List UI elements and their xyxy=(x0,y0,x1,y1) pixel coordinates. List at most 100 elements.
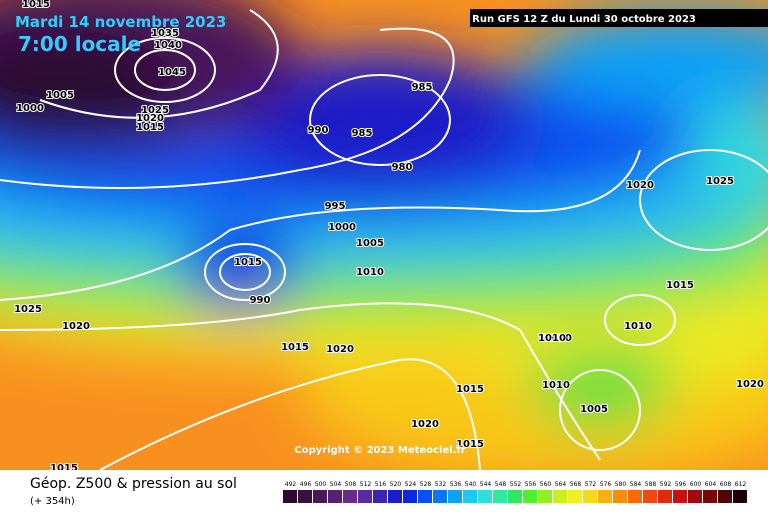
legend-label: 560 xyxy=(540,481,552,488)
legend-swatch xyxy=(298,490,312,503)
legend-swatch xyxy=(328,490,342,503)
legend-label: 508 xyxy=(345,481,357,488)
isobar-label: 990 xyxy=(250,295,271,306)
legend-label: 500 xyxy=(315,481,327,488)
isobar-label: 1010 xyxy=(356,267,384,278)
legend-swatch xyxy=(553,490,567,503)
legend-label: 544 xyxy=(480,481,492,488)
isobar-lines xyxy=(0,9,768,470)
legend-label: 588 xyxy=(645,481,657,488)
isobar-label: 1005 xyxy=(580,404,608,415)
legend-label: 556 xyxy=(525,481,537,488)
legend-label: 576 xyxy=(600,481,612,488)
legend-label: 584 xyxy=(630,481,642,488)
run-info: Run GFS 12 Z du Lundi 30 octobre 2023 xyxy=(472,14,696,25)
isobar-label: 1020 xyxy=(411,419,439,430)
legend-swatch xyxy=(583,490,597,503)
legend-label: 540 xyxy=(465,481,477,488)
legend-label: 548 xyxy=(495,481,507,488)
isobar-label: 1005 xyxy=(356,238,384,249)
legend-label: 528 xyxy=(420,481,432,488)
isobar-label: 1015 xyxy=(136,122,164,133)
legend-swatch xyxy=(343,490,357,503)
isobar-label: 995 xyxy=(325,201,346,212)
legend: 492 496 500 504 508 512 516 520 524 528 532 536 540 5… xyxy=(283,481,747,503)
legend-swatch xyxy=(688,490,702,503)
legend-swatch xyxy=(628,490,642,503)
run-banner xyxy=(470,9,768,27)
legend-swatch xyxy=(463,490,477,503)
legend-label: 592 xyxy=(660,481,672,488)
isobar-label: 1025 xyxy=(141,105,169,116)
legend-swatch xyxy=(538,490,552,503)
isobar-label: 990 xyxy=(308,125,329,136)
isobar-label: 1020 xyxy=(736,379,764,390)
isobar-label: 1015 xyxy=(666,280,694,291)
isobar-label: 1015 xyxy=(456,439,484,450)
isobar-label: 1015 xyxy=(234,257,262,268)
isobar-label: 1040 xyxy=(154,40,182,51)
legend-swatch xyxy=(358,490,372,503)
isobar-label: 1020 xyxy=(411,419,439,430)
legend-label: 524 xyxy=(405,481,417,488)
legend-label: 520 xyxy=(390,481,402,488)
isobar-label: 1015 xyxy=(22,0,50,10)
copyright: Copyright © 2023 Meteociel.fr xyxy=(294,445,465,456)
legend-label: 492 xyxy=(285,481,297,488)
isobar-label: 985 xyxy=(352,128,373,139)
isobar-label: 1020 xyxy=(626,180,654,191)
isobar-label: 1010 xyxy=(624,321,652,332)
isobar-label: 1005 xyxy=(46,90,74,101)
legend-swatch xyxy=(313,490,327,503)
isobar-label: 1020 xyxy=(326,344,354,355)
map-field: 1015103510401045100010051025102010159859… xyxy=(0,0,768,474)
isobar-label: 1045 xyxy=(158,67,186,78)
legend-label: 580 xyxy=(615,481,627,488)
legend-swatch xyxy=(283,490,297,503)
legend-swatch xyxy=(388,490,402,503)
legend-label: 608 xyxy=(720,481,732,488)
legend-swatch xyxy=(478,490,492,503)
isobar-label: 1010 xyxy=(542,380,570,391)
legend-label: 532 xyxy=(435,481,447,488)
isobar-label: 1020 xyxy=(62,321,90,332)
legend-label: 612 xyxy=(735,481,747,488)
isobar-label: 1015 xyxy=(456,384,484,395)
legend-swatch xyxy=(598,490,612,503)
legend-label: 600 xyxy=(690,481,702,488)
legend-swatch xyxy=(703,490,717,503)
isobar-label: 1025 xyxy=(706,176,734,187)
isobar-label: 1015 xyxy=(50,463,78,474)
legend-swatch xyxy=(613,490,627,503)
isobar-label: 980 xyxy=(392,162,413,173)
footer-lead: (+ 354h) xyxy=(30,496,75,507)
isobar-label: 1010 xyxy=(538,333,566,344)
footer-title: Géop. Z500 & pression au sol xyxy=(30,476,237,492)
legend-swatch xyxy=(718,490,732,503)
isobar-label: 1020 xyxy=(136,113,164,124)
legend-swatch xyxy=(568,490,582,503)
legend-label: 552 xyxy=(510,481,522,488)
legend-swatch xyxy=(523,490,537,503)
legend-label: 604 xyxy=(705,481,717,488)
legend-label: 536 xyxy=(450,481,462,488)
legend-label: 596 xyxy=(675,481,687,488)
legend-swatch xyxy=(508,490,522,503)
legend-swatch xyxy=(658,490,672,503)
isobar-label: 1000 xyxy=(16,103,44,114)
isobar-labels: 1015103510401045100010051025102010159859… xyxy=(13,0,765,474)
isobar-label: 1000 xyxy=(328,222,356,233)
legend-swatch xyxy=(433,490,447,503)
legend-swatch xyxy=(448,490,462,503)
legend-label: 504 xyxy=(330,481,342,488)
isobar-label: 1010 xyxy=(544,333,572,344)
forecast-time: 7:00 locale xyxy=(18,32,141,56)
legend-swatch xyxy=(403,490,417,503)
isobar-label: 1015 xyxy=(281,342,309,353)
legend-swatch xyxy=(418,490,432,503)
forecast-date: Mardi 14 novembre 2023 xyxy=(15,13,227,31)
legend-swatch xyxy=(673,490,687,503)
legend-label: 568 xyxy=(570,481,582,488)
legend-label: 516 xyxy=(375,481,387,488)
